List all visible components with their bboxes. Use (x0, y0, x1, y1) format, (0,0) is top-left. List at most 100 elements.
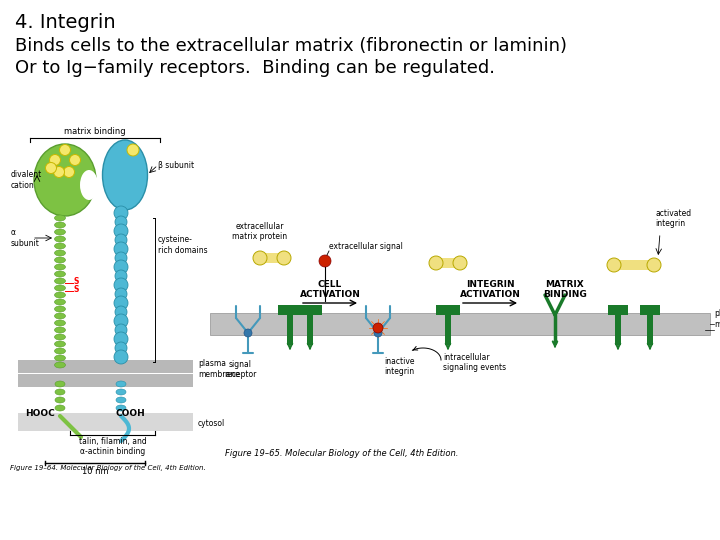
Text: CELL
ACTIVATION: CELL ACTIVATION (300, 280, 361, 299)
Circle shape (114, 314, 128, 328)
Circle shape (53, 166, 65, 178)
Bar (265, 253, 280, 263)
Circle shape (127, 144, 139, 156)
Bar (615, 315, 621, 345)
Text: 4. Integrin: 4. Integrin (15, 13, 116, 32)
Ellipse shape (429, 256, 443, 270)
Ellipse shape (116, 389, 126, 395)
Text: talin, filamin, and
α-actinin binding: talin, filamin, and α-actinin binding (78, 437, 146, 456)
Ellipse shape (253, 251, 267, 265)
Ellipse shape (55, 327, 66, 333)
Text: COOH: COOH (115, 409, 145, 418)
Text: cytosol: cytosol (198, 418, 225, 428)
Ellipse shape (277, 251, 291, 265)
Bar (210, 313, 710, 335)
Text: Figure 19–65. Molecular Biology of the Cell, 4th Edition.: Figure 19–65. Molecular Biology of the C… (225, 449, 459, 458)
Text: divalent
cation: divalent cation (11, 170, 42, 190)
Circle shape (114, 296, 128, 310)
Text: Or to Ig−family receptors.  Binding can be regulated.: Or to Ig−family receptors. Binding can b… (15, 59, 495, 77)
Bar (445, 315, 451, 345)
Circle shape (115, 288, 127, 300)
Circle shape (45, 163, 56, 173)
Ellipse shape (55, 222, 66, 228)
Text: plasma
membrane: plasma membrane (198, 359, 240, 379)
Circle shape (114, 278, 128, 292)
Ellipse shape (55, 341, 66, 347)
Circle shape (115, 270, 127, 282)
Text: signal
receptor: signal receptor (224, 360, 256, 380)
Text: intracellular
signaling events: intracellular signaling events (443, 353, 506, 373)
Circle shape (115, 342, 127, 354)
Ellipse shape (55, 285, 66, 291)
Ellipse shape (34, 144, 96, 216)
Circle shape (115, 324, 127, 336)
Ellipse shape (55, 292, 66, 298)
FancyBboxPatch shape (608, 305, 628, 315)
Ellipse shape (80, 170, 98, 200)
FancyBboxPatch shape (278, 305, 302, 315)
Text: HOOC: HOOC (25, 409, 55, 418)
FancyBboxPatch shape (640, 305, 660, 315)
Text: 10 nm: 10 nm (81, 467, 108, 476)
Ellipse shape (55, 299, 66, 305)
Circle shape (114, 332, 128, 346)
Text: S: S (74, 285, 79, 294)
Bar (647, 315, 653, 345)
FancyBboxPatch shape (298, 305, 322, 315)
Circle shape (115, 252, 127, 264)
Ellipse shape (55, 229, 66, 235)
Circle shape (70, 154, 81, 165)
Ellipse shape (55, 271, 66, 277)
Text: β subunit: β subunit (158, 160, 194, 170)
Circle shape (114, 350, 128, 364)
Text: Figure 19–64. Molecular Biology of the Cell, 4th Edition.: Figure 19–64. Molecular Biology of the C… (10, 465, 206, 471)
Ellipse shape (55, 215, 66, 221)
Circle shape (115, 234, 127, 246)
Ellipse shape (55, 362, 66, 368)
Circle shape (374, 329, 382, 337)
Ellipse shape (55, 355, 66, 361)
Circle shape (114, 260, 128, 274)
Ellipse shape (55, 264, 66, 270)
Text: matrix binding: matrix binding (64, 127, 126, 136)
Ellipse shape (55, 389, 65, 395)
Text: plasma
membrane: plasma membrane (714, 309, 720, 329)
Bar (287, 315, 293, 345)
Circle shape (50, 154, 60, 165)
Bar (619, 260, 649, 270)
Circle shape (63, 166, 74, 178)
Ellipse shape (55, 306, 66, 312)
Ellipse shape (55, 278, 66, 284)
FancyBboxPatch shape (436, 305, 460, 315)
Text: cysteine-
rich domains: cysteine- rich domains (158, 235, 207, 255)
Ellipse shape (102, 140, 148, 210)
Circle shape (244, 329, 252, 337)
Ellipse shape (116, 381, 126, 387)
Circle shape (114, 224, 128, 238)
Bar (441, 258, 456, 268)
Ellipse shape (55, 257, 66, 263)
Text: inactive
integrin: inactive integrin (384, 357, 415, 376)
Circle shape (60, 145, 71, 156)
Text: activated
integrin: activated integrin (655, 208, 691, 228)
Circle shape (114, 242, 128, 256)
Ellipse shape (55, 381, 65, 387)
Circle shape (114, 206, 128, 220)
Ellipse shape (55, 320, 66, 326)
Circle shape (319, 255, 331, 267)
Ellipse shape (55, 236, 66, 242)
Ellipse shape (116, 397, 126, 403)
Ellipse shape (55, 348, 66, 354)
Ellipse shape (55, 250, 66, 256)
Circle shape (373, 323, 383, 333)
Text: INTEGRIN
ACTIVATION: INTEGRIN ACTIVATION (459, 280, 521, 299)
Circle shape (115, 306, 127, 318)
Text: MATRIX
BINDING: MATRIX BINDING (543, 280, 587, 299)
Ellipse shape (607, 258, 621, 272)
Text: α
subunit: α subunit (11, 228, 40, 248)
Ellipse shape (116, 405, 126, 411)
Ellipse shape (55, 243, 66, 249)
Ellipse shape (453, 256, 467, 270)
Text: Binds cells to the extracellular matrix (fibronectin or laminin): Binds cells to the extracellular matrix … (15, 37, 567, 55)
Ellipse shape (55, 313, 66, 319)
